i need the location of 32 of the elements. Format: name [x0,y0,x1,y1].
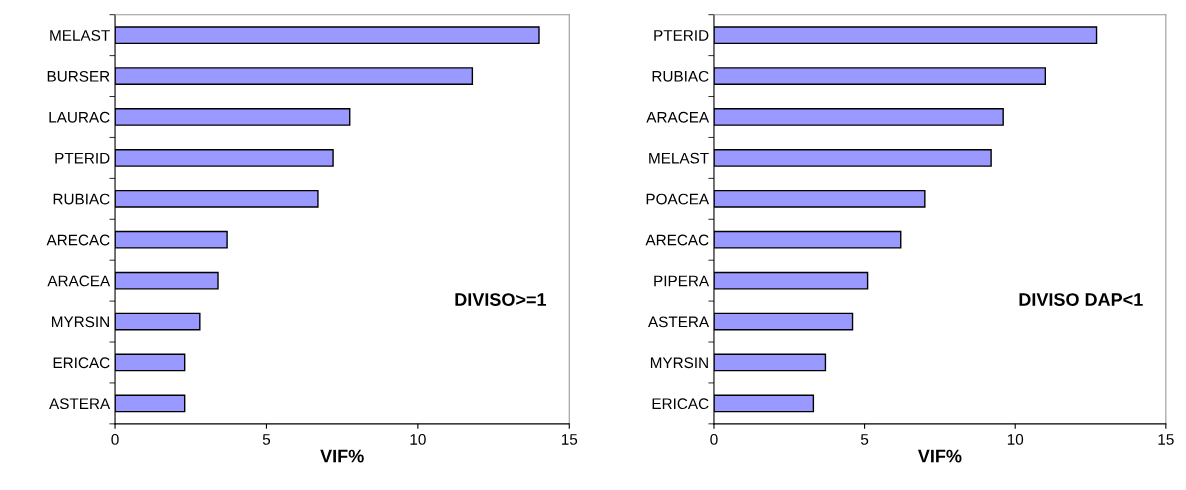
y-tick-label: MYRSIN [52,316,109,328]
x-tick-label: 10 [1007,433,1024,445]
y-tick-label: ERICAC [53,357,110,369]
y-tick-label: MYRSIN [650,357,708,369]
y-tick-label: ASTERA [49,398,111,410]
y-tick-label: PIPERA [654,275,710,287]
x-tick-label: 15 [1158,434,1174,445]
y-tick-label: ARECAC [645,234,709,246]
y-tick-label: ASTERA [648,316,710,328]
x-tick-label: 0 [710,433,718,445]
y-tick-label: ERICAC [652,398,709,410]
annotation: DIVISO>=1 [455,293,547,306]
x-tick-label: 10 [410,433,426,445]
y-tick-label: PTERID [55,152,110,164]
y-tick-label: MELAST [50,30,110,41]
y-tick-label: BURSER [47,70,110,82]
y-tick-label: ARACEA [646,111,710,123]
y-tick-label: RUBIAC [53,193,110,205]
x-tick-label: 5 [262,434,271,445]
x-axis-title: VIF% [320,449,364,463]
y-tick-label: ARECAC [46,234,110,246]
y-tick-label: RUBIAC [652,70,709,82]
x-tick-label: 0 [111,433,119,445]
y-tick-label: ARACEA [47,275,111,287]
x-tick-label: 5 [860,434,869,445]
x-axis-title: VIF% [917,449,962,463]
y-tick-label: LAURAC [49,111,110,123]
x-tick-label: 15 [561,434,578,445]
y-tick-label: POACEA [646,193,710,205]
y-tick-label: MELAST [649,152,709,164]
annotation: DIVISO DAP<1 [1019,293,1143,306]
y-tick-label: PTERID [654,30,709,41]
